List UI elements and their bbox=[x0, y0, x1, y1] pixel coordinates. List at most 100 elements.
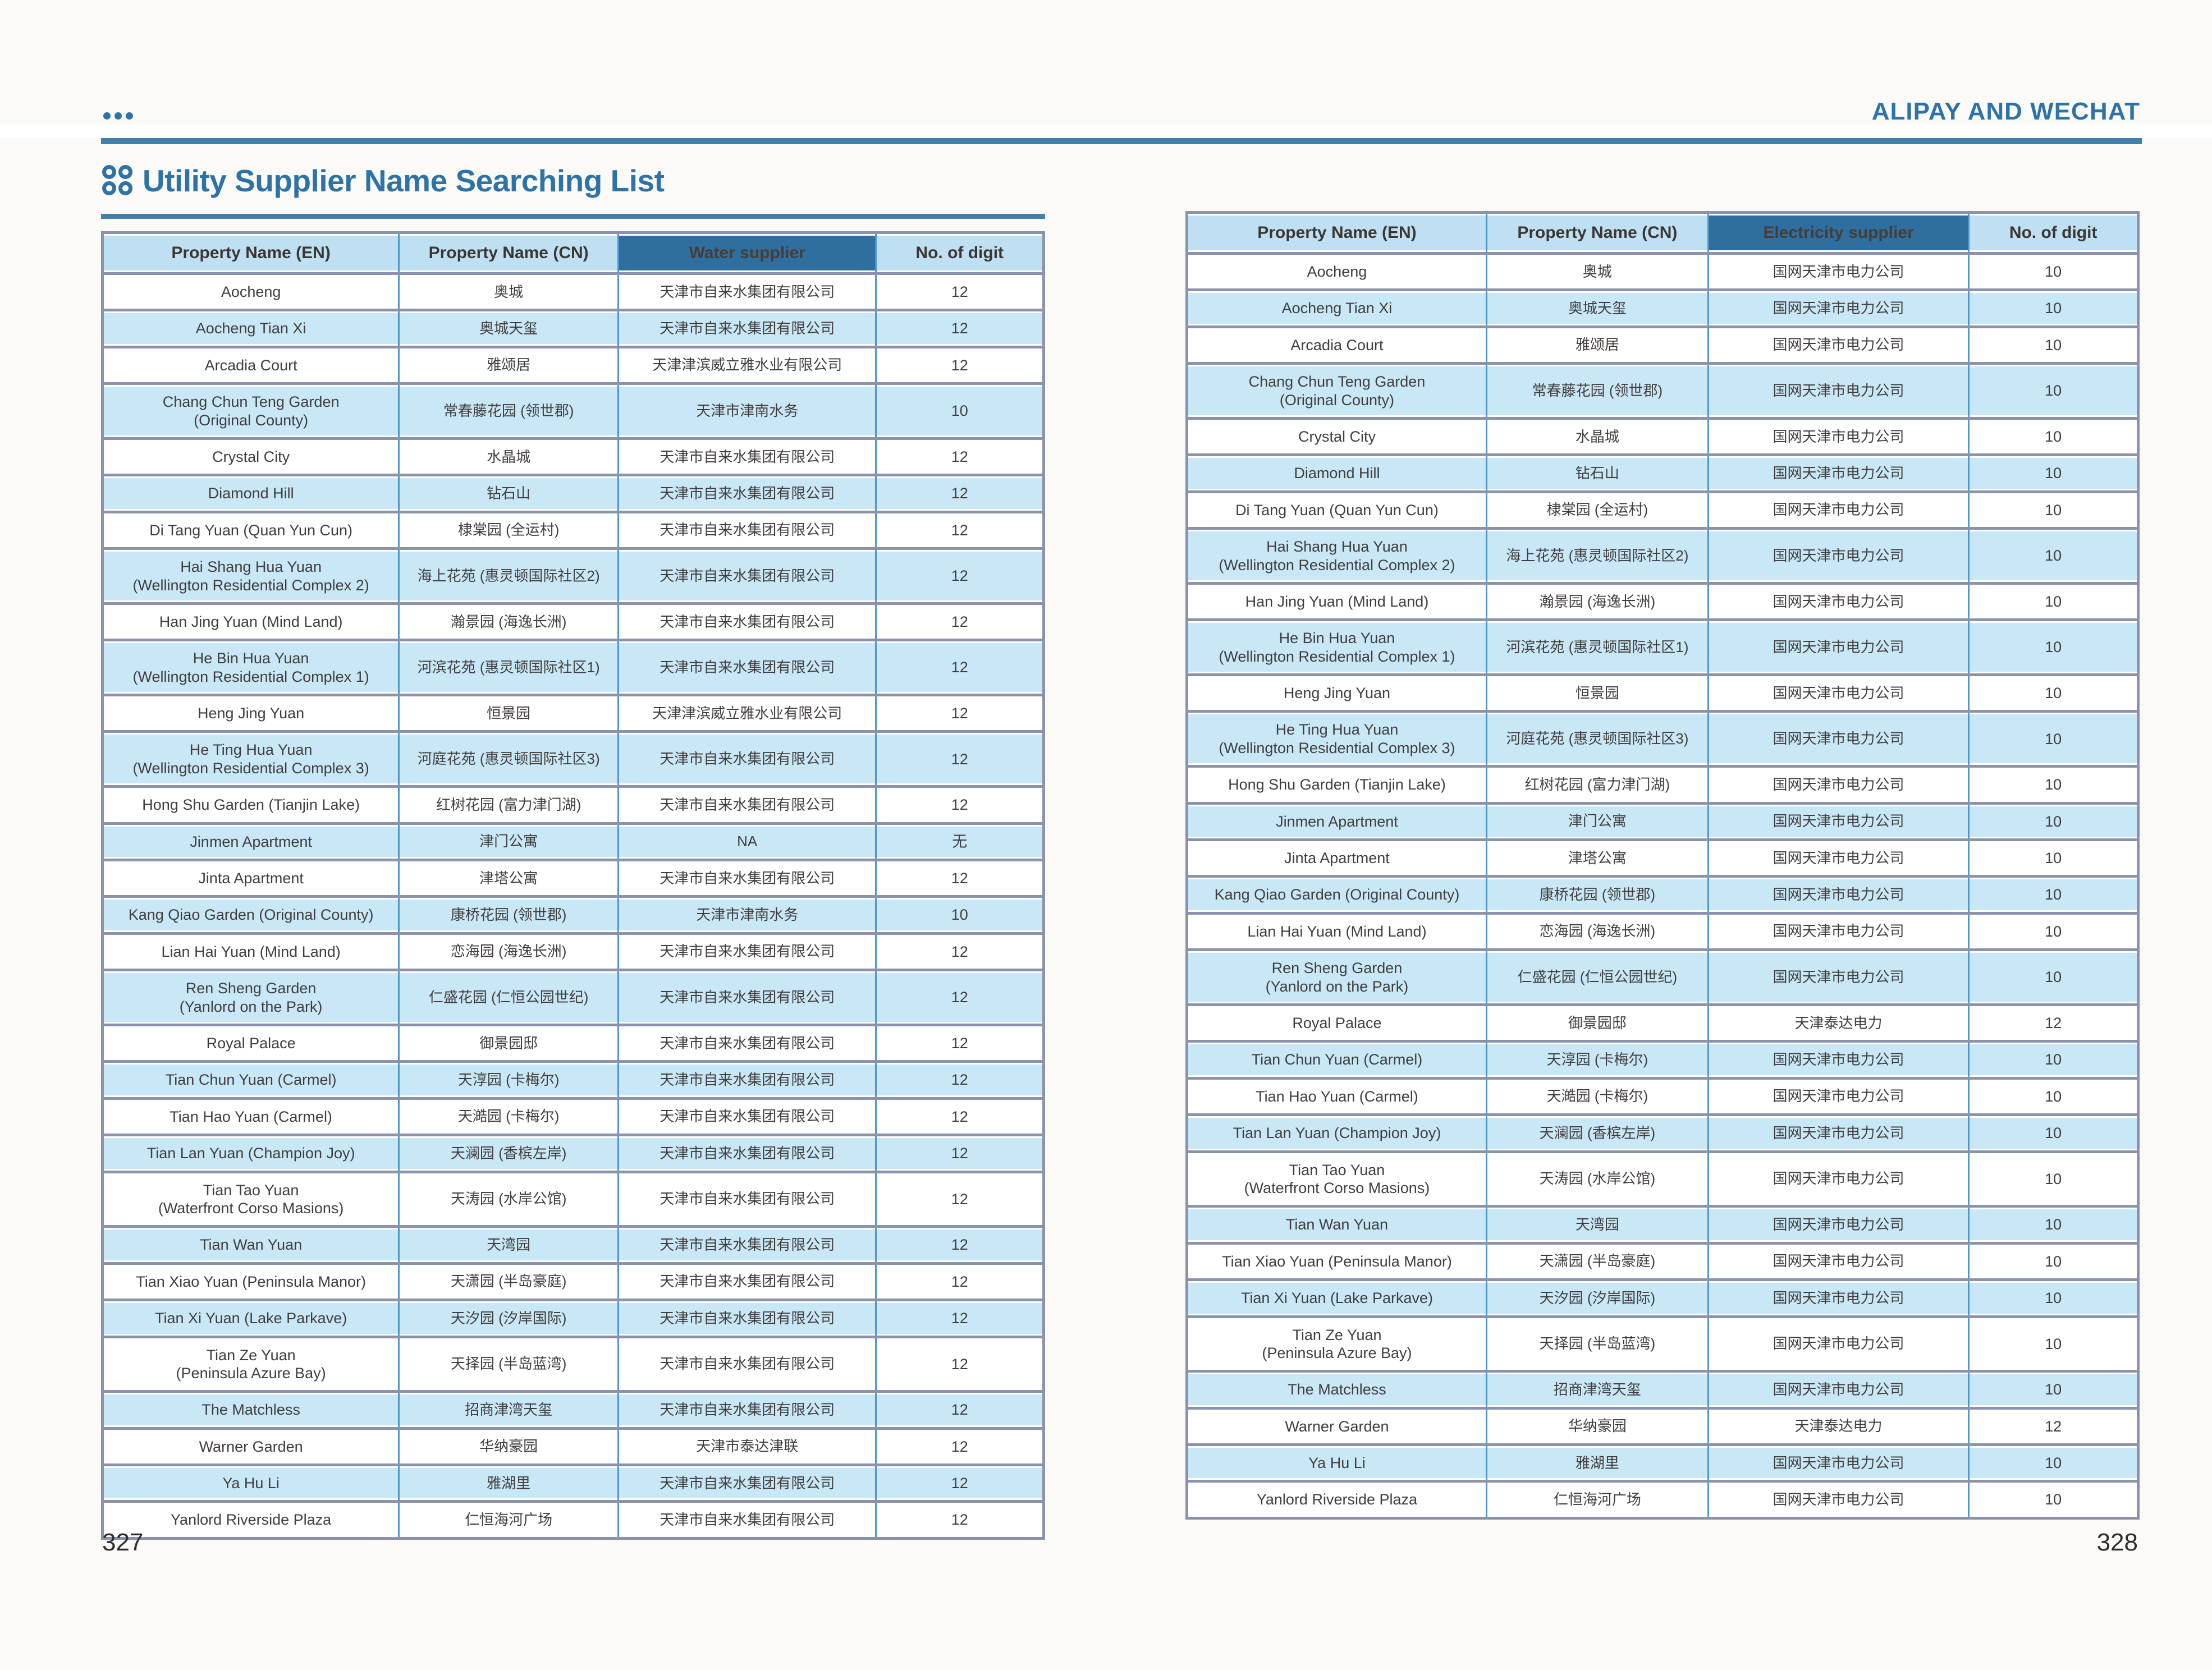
table-row: Yanlord Riverside Plaza 仁恒海河广场 天津市自来水集团有限公… bbox=[101, 1500, 1045, 1540]
cell-en: Di Tang Yuan (Quan Yun Cun) bbox=[101, 510, 400, 550]
cell-cn: 天涛园 (水岸公馆) bbox=[1485, 1150, 1709, 1208]
clover-ring bbox=[102, 165, 116, 179]
cell-cn: 津塔公寓 bbox=[1485, 838, 1709, 878]
cell-cn: 雅湖里 bbox=[398, 1463, 619, 1503]
cell-digits: 10 bbox=[1968, 453, 2139, 493]
page-title: Utility Supplier Name Searching List bbox=[143, 163, 665, 198]
cell-en: He Ting Hua Yuan (Wellington Residential… bbox=[1186, 710, 1487, 768]
table-row: Hong Shu Garden (Tianjin Lake) 红树花园 (富力津门… bbox=[1186, 765, 2139, 805]
cell-cn: 河滨花苑 (惠灵顿国际社区1) bbox=[1485, 618, 1709, 677]
cell-cn: 河滨花苑 (惠灵顿国际社区1) bbox=[398, 639, 619, 697]
cell-en: Di Tang Yuan (Quan Yun Cun) bbox=[1186, 490, 1487, 530]
cell-supplier: 天津市自来水集团有限公司 bbox=[617, 730, 877, 788]
cell-supplier: 国网天津市电力公司 bbox=[1707, 1150, 1970, 1208]
table-row: Hai Shang Hua Yuan (Wellington Residenti… bbox=[1186, 527, 2139, 585]
table-row: Arcadia Court 雅颂居 天津津滨威立雅水业有限公司 12 bbox=[101, 345, 1045, 386]
table-row: Tian Wan Yuan 天湾园 国网天津市电力公司 10 bbox=[1186, 1205, 2139, 1245]
cell-en: Jinmen Apartment bbox=[1186, 801, 1487, 842]
cell-cn: 红树花园 (富力津门湖) bbox=[398, 785, 619, 825]
cell-digits: 10 bbox=[1968, 1150, 2139, 1208]
cell-supplier: 国网天津市电力公司 bbox=[1707, 325, 1970, 365]
cell-supplier: 天津市津南水务 bbox=[617, 382, 877, 440]
cell-supplier: 国网天津市电力公司 bbox=[1707, 251, 1970, 292]
cell-digits: 10 bbox=[1968, 1480, 2139, 1520]
cell-en: Tian Tao Yuan (Waterfront Corso Masions) bbox=[1186, 1150, 1487, 1208]
cell-cn: 仁盛花园 (仁恒公园世纪) bbox=[1485, 948, 1709, 1006]
table-row: He Bin Hua Yuan (Wellington Residential … bbox=[101, 639, 1045, 697]
table-row: Ya Hu Li 雅湖里 天津市自来水集团有限公司 12 bbox=[101, 1463, 1045, 1503]
cell-en: Aocheng Tian Xi bbox=[1186, 288, 1487, 328]
table-row: Di Tang Yuan (Quan Yun Cun) 棣棠园 (全运村) 天津市自… bbox=[101, 510, 1045, 550]
cell-digits: 10 bbox=[1968, 416, 2139, 457]
cell-digits: 10 bbox=[1968, 801, 2139, 842]
table-row: Yanlord Riverside Plaza 仁恒海河广场 国网天津市电力公司 10 bbox=[1186, 1480, 2139, 1520]
cell-supplier: 天津市自来水集团有限公司 bbox=[617, 272, 877, 312]
cell-en: Tian Xi Yuan (Lake Parkave) bbox=[1186, 1278, 1487, 1318]
cell-cn: 奥城 bbox=[398, 272, 619, 312]
cell-en: Chang Chun Teng Garden (Original County) bbox=[101, 382, 400, 440]
table-row: Jinmen Apartment 津门公寓 国网天津市电力公司 10 bbox=[1186, 801, 2139, 842]
cell-cn: 天淳园 (卡梅尔) bbox=[1485, 1040, 1709, 1080]
cell-cn: 康桥花园 (领世郡) bbox=[398, 895, 619, 935]
table-row: Heng Jing Yuan 恒景园 天津津滨威立雅水业有限公司 12 bbox=[101, 694, 1045, 733]
cell-en: Ya Hu Li bbox=[101, 1463, 400, 1503]
cell-digits: 10 bbox=[1968, 325, 2139, 365]
table-row: Tian Xi Yuan (Lake Parkave) 天汐园 (汐岸国际) 国网天… bbox=[1186, 1278, 2139, 1318]
cell-cn: 天澜园 (香槟左岸) bbox=[398, 1134, 619, 1173]
header-rule bbox=[101, 138, 2142, 144]
cell-digits: 12 bbox=[875, 602, 1045, 642]
cell-supplier: 国网天津市电力公司 bbox=[1707, 1241, 1970, 1282]
cell-digits: 12 bbox=[875, 1060, 1045, 1100]
cell-en: Jinta Apartment bbox=[101, 859, 400, 898]
dot-icon bbox=[115, 112, 122, 120]
cell-en: Tian Chun Yuan (Carmel) bbox=[101, 1060, 400, 1100]
cell-en: Ya Hu Li bbox=[1186, 1443, 1487, 1483]
cell-cn: 海上花苑 (惠灵顿国际社区2) bbox=[398, 547, 619, 605]
cell-supplier: 天津泰达电力 bbox=[1707, 1406, 1970, 1447]
cell-en: Tian Ze Yuan (Peninsula Azure Bay) bbox=[101, 1335, 400, 1393]
table-row: Tian Lan Yuan (Champion Joy) 天澜园 (香槟左岸) 天津… bbox=[101, 1134, 1045, 1173]
table-row: Aocheng Tian Xi 奥城天玺 国网天津市电力公司 10 bbox=[1186, 288, 2139, 328]
cell-supplier: 天津市自来水集团有限公司 bbox=[617, 1500, 877, 1540]
cell-supplier: 国网天津市电力公司 bbox=[1707, 1040, 1970, 1080]
table-row: Warner Garden 华纳豪园 天津市泰达津联 12 bbox=[101, 1426, 1045, 1467]
cell-supplier: 国网天津市电力公司 bbox=[1707, 1113, 1970, 1153]
table-row: Han Jing Yuan (Mind Land) 瀚景园 (海逸长洲) 天津市自来… bbox=[101, 602, 1045, 642]
cell-cn: 天涛园 (水岸公馆) bbox=[398, 1170, 619, 1228]
cell-en: Arcadia Court bbox=[1186, 325, 1487, 365]
cell-digits: 12 bbox=[875, 1463, 1045, 1503]
cell-cn: 恒景园 bbox=[1485, 673, 1709, 713]
table-row: Di Tang Yuan (Quan Yun Cun) 棣棠园 (全运村) 国网天津… bbox=[1186, 490, 2139, 530]
cell-digits: 10 bbox=[1968, 911, 2139, 952]
cell-en: Ren Sheng Garden (Yanlord on the Park) bbox=[101, 969, 400, 1026]
cell-supplier: 天津市自来水集团有限公司 bbox=[617, 1335, 877, 1393]
cell-cn: 棣棠园 (全运村) bbox=[398, 510, 619, 550]
cell-supplier: 天津市自来水集团有限公司 bbox=[617, 1170, 877, 1228]
table-row: Han Jing Yuan (Mind Land) 瀚景园 (海逸长洲) 国网天津市… bbox=[1186, 581, 2139, 622]
cell-en: Diamond Hill bbox=[1186, 453, 1487, 493]
cell-cn: 水晶城 bbox=[1485, 416, 1709, 457]
cell-cn: 棣棠园 (全运村) bbox=[1485, 490, 1709, 530]
cell-cn: 天择园 (半岛蓝湾) bbox=[398, 1335, 619, 1393]
cell-supplier: 国网天津市电力公司 bbox=[1707, 710, 1970, 768]
cell-cn: 仁盛花园 (仁恒公园世纪) bbox=[398, 969, 619, 1026]
cell-en: Lian Hai Yuan (Mind Land) bbox=[1186, 911, 1487, 952]
table-row: Jinta Apartment 津塔公寓 国网天津市电力公司 10 bbox=[1186, 838, 2139, 878]
column-header: Electricity supplier bbox=[1707, 211, 1970, 255]
cell-supplier: 天津市自来水集团有限公司 bbox=[617, 1023, 877, 1063]
cell-digits: 10 bbox=[1968, 1076, 2139, 1117]
cell-en: Arcadia Court bbox=[101, 345, 400, 386]
table-header-row: Property Name (EN) Property Name (CN) Wate… bbox=[101, 231, 1045, 275]
cell-digits: 10 bbox=[1968, 1113, 2139, 1153]
cell-digits: 12 bbox=[875, 510, 1045, 550]
table-row: Arcadia Court 雅颂居 国网天津市电力公司 10 bbox=[1186, 325, 2139, 365]
cell-en: Tian Ze Yuan (Peninsula Azure Bay) bbox=[1186, 1315, 1487, 1373]
cell-en: Tian Hao Yuan (Carmel) bbox=[101, 1096, 400, 1137]
cell-cn: 奥城天玺 bbox=[1485, 288, 1709, 328]
table-row: Tian Hao Yuan (Carmel) 天澔园 (卡梅尔) 天津市自来水集团有… bbox=[101, 1096, 1045, 1137]
table-row: Hai Shang Hua Yuan (Wellington Residenti… bbox=[101, 547, 1045, 605]
cell-digits: 12 bbox=[875, 1134, 1045, 1173]
page-number-right: 328 bbox=[2096, 1529, 2138, 1556]
cell-digits: 12 bbox=[875, 1225, 1045, 1265]
cell-digits: 12 bbox=[1968, 1003, 2139, 1043]
